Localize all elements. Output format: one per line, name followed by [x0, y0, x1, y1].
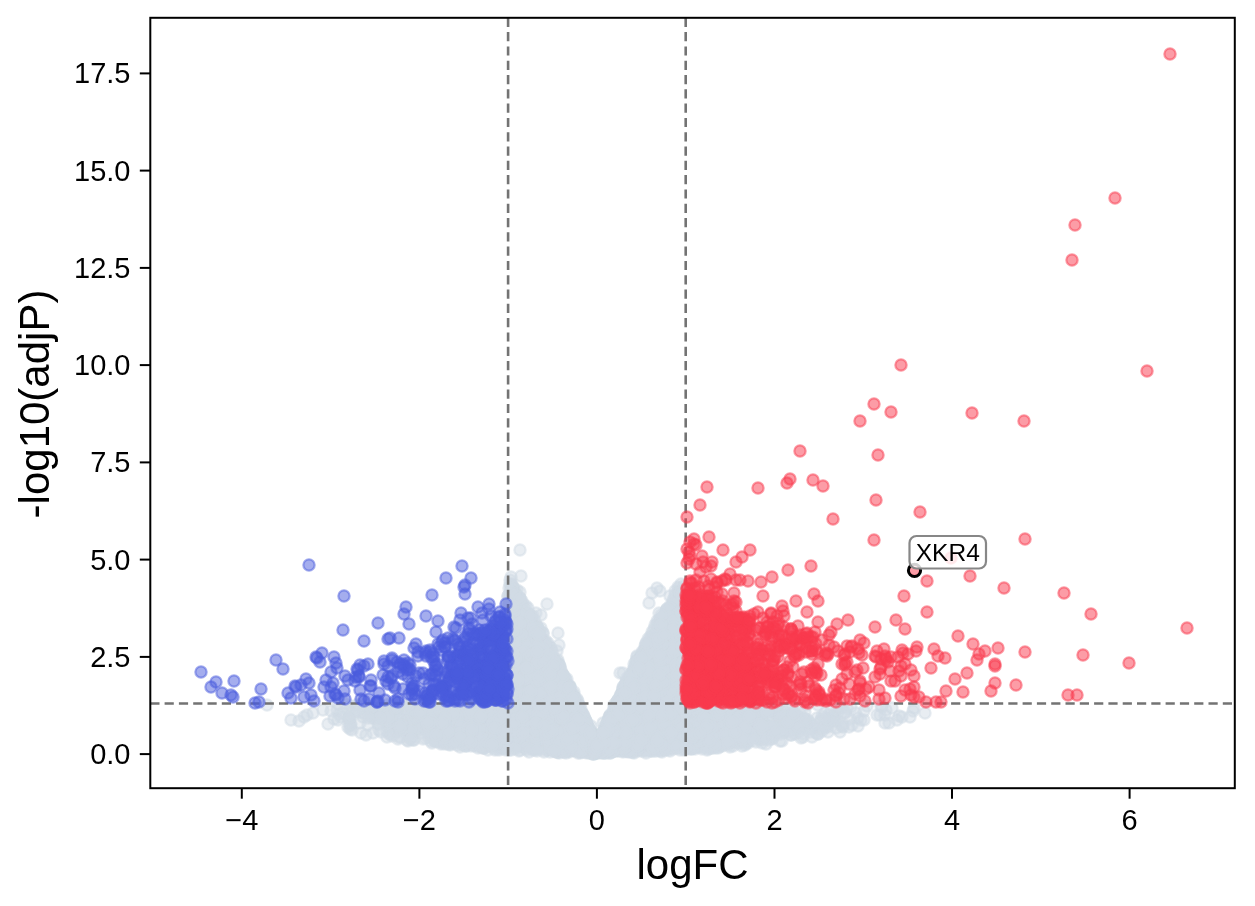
svg-text:12.5: 12.5: [74, 252, 130, 284]
svg-text:7.5: 7.5: [90, 446, 130, 478]
svg-text:2: 2: [766, 804, 782, 836]
svg-text:15.0: 15.0: [74, 155, 130, 187]
svg-text:4: 4: [944, 804, 960, 836]
svg-text:−2: −2: [403, 804, 436, 836]
svg-text:17.5: 17.5: [74, 57, 130, 89]
svg-text:XKR4: XKR4: [916, 539, 980, 566]
svg-text:6: 6: [1122, 804, 1138, 836]
svg-text:0: 0: [589, 804, 605, 836]
svg-text:logFC: logFC: [636, 841, 748, 888]
svg-text:−4: −4: [225, 804, 258, 836]
svg-text:2.5: 2.5: [90, 641, 130, 673]
svg-text:0.0: 0.0: [90, 738, 130, 770]
svg-text:-log10(adjP): -log10(adjP): [11, 290, 58, 519]
svg-text:5.0: 5.0: [90, 544, 130, 576]
svg-text:10.0: 10.0: [74, 349, 130, 381]
